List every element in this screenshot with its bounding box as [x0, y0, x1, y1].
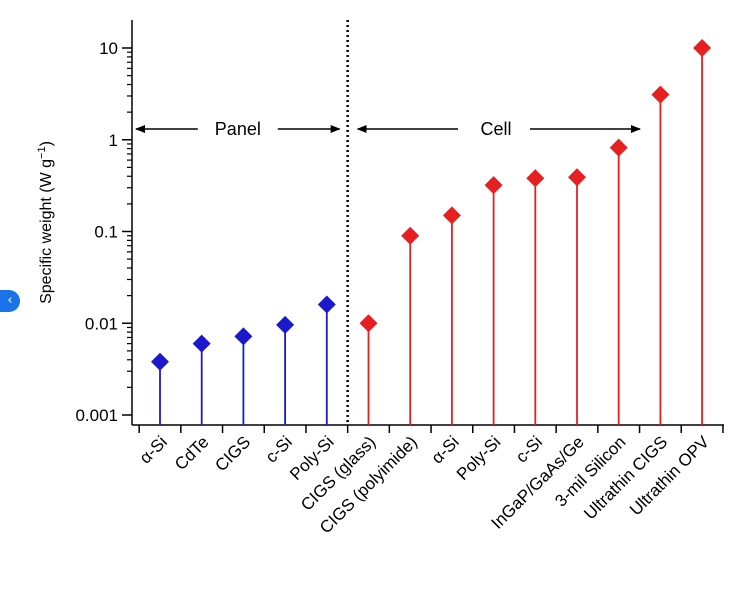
y-tick-label: 1 — [109, 131, 118, 150]
data-point-diamond — [192, 334, 211, 353]
data-point-diamond — [276, 315, 295, 334]
data-point-diamond — [693, 39, 712, 57]
y-axis-title: Specific weight (W g−1) — [36, 141, 55, 304]
x-category-label: CdTe — [171, 432, 212, 473]
data-point-diamond — [651, 85, 670, 104]
data-point-diamond — [442, 206, 461, 225]
y-tick-label: 0.1 — [94, 223, 118, 242]
annotations: Panel Cell — [135, 20, 641, 425]
data-point-diamond — [359, 314, 378, 333]
x-category-label: α-Si — [136, 432, 171, 467]
x-category-label: Poly-Si — [453, 432, 505, 484]
panel-label: Panel — [215, 119, 261, 139]
data-marks — [151, 39, 712, 425]
data-point-diamond — [151, 352, 169, 371]
x-category-label: c-Si — [262, 432, 296, 466]
y-tick-label: 0.001 — [75, 406, 118, 425]
data-point-diamond — [234, 327, 253, 346]
y-tick-label: 10 — [99, 39, 118, 58]
data-point-diamond — [317, 295, 336, 314]
data-point-diamond — [568, 168, 586, 187]
y-tick-label: 0.01 — [85, 314, 118, 333]
cell-label: Cell — [480, 119, 511, 139]
x-category-label: CIGS — [211, 432, 254, 475]
x-category-label: α-Si — [428, 432, 463, 467]
data-point-diamond — [609, 138, 628, 157]
data-point-diamond — [401, 226, 420, 245]
x-category-label: c-Si — [512, 432, 546, 466]
data-point-diamond — [484, 176, 503, 195]
data-point-diamond — [526, 169, 545, 188]
chevron-left-icon[interactable]: ‹ — [0, 290, 20, 312]
